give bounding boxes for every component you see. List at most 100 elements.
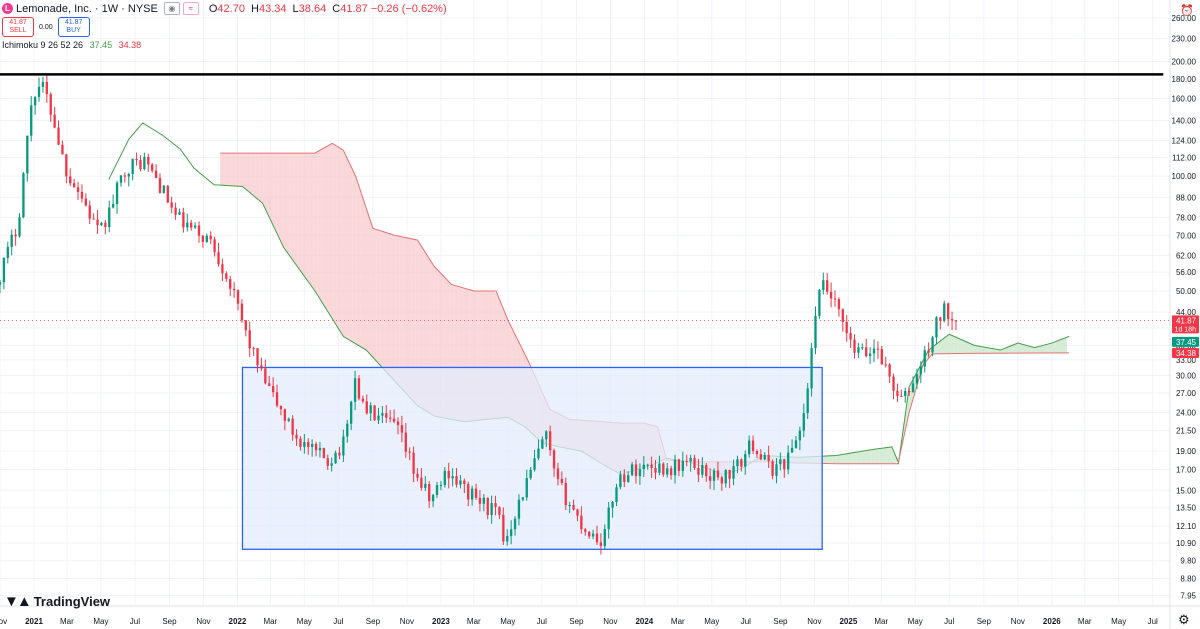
sell-button[interactable]: 41.87 SELL	[2, 17, 34, 37]
candle-body	[330, 463, 333, 466]
x-tick-label: 2026	[1043, 617, 1061, 626]
candle-body	[658, 463, 661, 473]
x-tick-label: Mar	[60, 617, 74, 626]
candle-body	[833, 298, 837, 300]
candle-body	[771, 461, 774, 476]
tradingview-brand[interactable]: ▼▲ TradingView	[4, 593, 110, 610]
cloud-segment	[828, 455, 833, 464]
candle-body	[14, 234, 17, 237]
tradingview-logo-icon: ▼▲	[4, 593, 32, 610]
candle-body	[950, 319, 954, 321]
buy-button[interactable]: 41.87 BUY	[57, 17, 90, 37]
indicator-name: Ichimoku 9 26 52 26	[2, 40, 84, 50]
candle-body	[279, 405, 283, 410]
candle-body	[911, 383, 915, 393]
candle-body	[447, 470, 450, 479]
candle-body	[627, 475, 630, 482]
candle-body	[865, 347, 868, 357]
candle-body	[541, 439, 544, 449]
candle-body	[170, 202, 173, 208]
cloud-segment	[860, 450, 864, 464]
cloud-segment	[231, 153, 236, 187]
candle-body	[943, 303, 946, 321]
candle-body	[669, 468, 673, 476]
candle-body	[783, 459, 786, 470]
candle-body	[295, 434, 298, 439]
cloud-segment	[973, 344, 978, 354]
candle-body	[53, 114, 56, 128]
cloud-segment	[306, 153, 310, 284]
cloud-segment	[984, 347, 989, 354]
candle-body	[646, 464, 649, 466]
candle-body	[49, 94, 52, 115]
candle-body	[685, 460, 688, 462]
x-tick-label: May	[93, 617, 108, 626]
ohlc-close-key: C	[332, 2, 341, 15]
candle-body	[513, 518, 517, 530]
candle-body	[642, 464, 645, 470]
candle-body	[763, 455, 766, 460]
cloud-segment	[286, 153, 291, 257]
approx-icon[interactable]: ≈	[182, 2, 199, 15]
ohlc-close-value: 41.87 −0.26 (−0.62%)	[340, 2, 447, 15]
alarm-icon[interactable]: ⏰	[1180, 5, 1194, 17]
y-tick-label: 21.50	[1176, 427, 1197, 436]
x-tick-label: Jul	[1148, 617, 1158, 626]
candle-body	[826, 280, 829, 292]
candle-body	[45, 81, 48, 95]
candle-body	[467, 483, 470, 500]
candle-body	[115, 182, 119, 205]
candle-body	[166, 185, 169, 203]
candle-body	[623, 474, 626, 482]
candle-body	[857, 347, 860, 353]
y-tick-label: 56.00	[1176, 268, 1197, 277]
candle-body	[57, 127, 60, 145]
y-tick-label: 19.00	[1176, 447, 1197, 456]
y-tick-label: 8.80	[1180, 575, 1196, 584]
candle-body	[2, 257, 6, 283]
x-tick-label: 2023	[432, 617, 450, 626]
indicator-legend[interactable]: Ichimoku 9 26 52 26 37.45 34.38	[2, 40, 141, 50]
y-tick-label: 230.00	[1172, 34, 1197, 43]
candle-body	[26, 135, 29, 174]
symbol-title[interactable]: Lemonade, Inc. · 1W · NYSE	[16, 2, 158, 15]
candle-body	[139, 159, 142, 170]
y-tick-label: 112.00	[1172, 153, 1196, 162]
candle-body	[158, 177, 162, 193]
candle-body	[346, 423, 349, 437]
x-tick-label: Mar	[671, 617, 685, 626]
candle-body	[923, 350, 926, 367]
candle-body	[615, 487, 618, 503]
candle-body	[299, 438, 302, 447]
candle-body	[353, 378, 357, 402]
candle-body	[755, 451, 759, 455]
candle-body	[287, 418, 290, 421]
candle-body	[213, 239, 216, 253]
candle-body	[190, 222, 193, 228]
cloud-segment	[1027, 345, 1032, 354]
candle-body	[904, 390, 907, 397]
y-tick-label: 160.00	[1172, 94, 1197, 103]
candle-body	[22, 173, 25, 218]
cloud-segment	[942, 336, 946, 354]
cloud-segment	[969, 343, 974, 354]
cloud-segment	[867, 449, 872, 464]
x-tick-label: Mar	[874, 617, 888, 626]
cloud-segment	[875, 448, 880, 464]
candle-body	[884, 364, 887, 366]
x-tick-label: Jul	[944, 617, 954, 626]
candle-body	[92, 218, 95, 220]
candle-body	[131, 158, 134, 175]
x-tick-label: May	[908, 617, 923, 626]
x-tick-label: Jul	[741, 617, 751, 626]
cloud-segment	[1039, 345, 1044, 354]
candle-body	[560, 478, 564, 483]
gear-icon[interactable]: ⚙	[1178, 612, 1190, 627]
cloud-segment	[380, 230, 385, 370]
cloud-segment	[263, 153, 267, 213]
candle-body	[424, 483, 427, 488]
eye-icon[interactable]: ◉	[163, 2, 180, 15]
candle-body	[638, 469, 642, 477]
ohlc-low-value: 38.64	[298, 2, 327, 15]
